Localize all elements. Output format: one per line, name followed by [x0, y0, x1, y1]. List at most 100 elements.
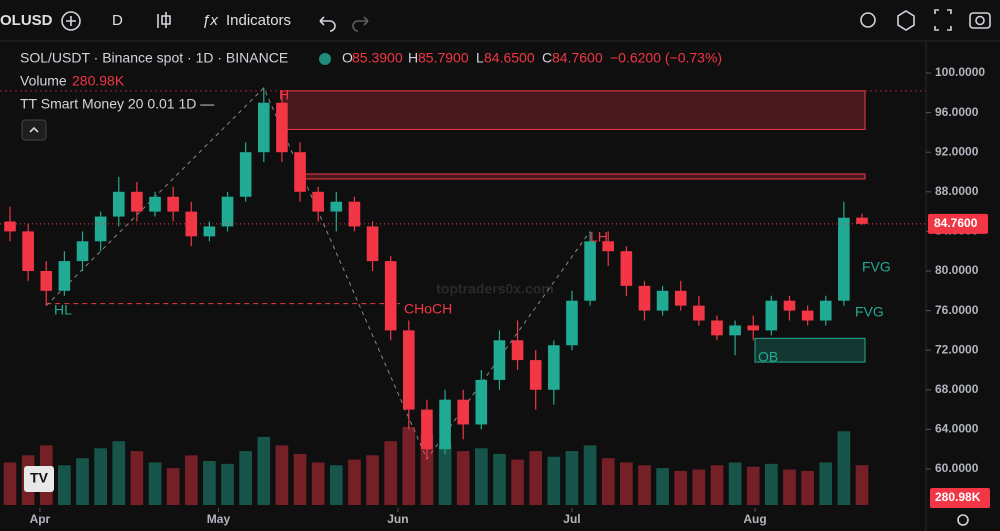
candle-body [149, 196, 161, 212]
y-tick-label: 68.0000 [935, 382, 979, 396]
y-tick-label: 100.0000 [935, 65, 985, 79]
interval[interactable]: D [112, 12, 123, 29]
volume-bar [384, 441, 398, 505]
alert-icon[interactable] [860, 12, 876, 28]
candle-body [203, 226, 216, 237]
volume-bar [130, 451, 144, 505]
candle-body [58, 261, 71, 291]
candle-body [4, 221, 16, 232]
chart-type-icon[interactable] [157, 12, 171, 28]
volume-bar [746, 466, 760, 505]
y-tick-label: 60.0000 [935, 461, 979, 475]
tv-logo [24, 466, 54, 492]
candle-body [856, 217, 868, 224]
settings-icon[interactable] [897, 10, 915, 31]
candle-body [94, 216, 107, 242]
redo-icon[interactable] [352, 16, 369, 32]
candle-body [185, 211, 198, 237]
snapshot-lens [975, 15, 985, 26]
indicators-button[interactable]: Indicators [226, 12, 291, 29]
volume-bar [511, 459, 524, 505]
symbol[interactable]: OLUSD [0, 12, 53, 29]
indicator-label: TT Smart Money 20 0.01 1D — [20, 96, 214, 112]
x-tick-label: Jun [387, 512, 408, 526]
volume-bar [493, 453, 506, 505]
volume-bar [184, 455, 198, 505]
annotation: H [279, 87, 289, 103]
volume-bar [456, 451, 470, 505]
candle-body [403, 330, 415, 410]
volume-bar [311, 462, 325, 505]
candle-body [167, 196, 179, 212]
volume-bar [275, 445, 289, 505]
volume-bar [239, 451, 253, 505]
candle-body [529, 360, 542, 390]
volume-bar [601, 458, 615, 505]
collapse-button[interactable] [21, 119, 47, 141]
volume-bar [148, 462, 162, 505]
fullscreen-icon[interactable] [934, 9, 952, 31]
annotation: OB [758, 349, 778, 365]
volume-bar [656, 468, 669, 505]
legend-h-label: H [408, 50, 418, 66]
candle-body [838, 217, 850, 301]
candle-body [747, 325, 760, 331]
volume-bar [420, 434, 434, 505]
volume-bar [619, 462, 633, 505]
volume-bar [438, 445, 452, 505]
volume-bar [529, 451, 543, 505]
candle-body [584, 241, 596, 301]
last-price-label: 84.7600 [934, 216, 978, 230]
status-dot [319, 53, 331, 65]
annotation: FVG [862, 259, 891, 275]
volume-bar [3, 462, 17, 505]
candle-body [239, 152, 252, 197]
candle-body [693, 305, 705, 321]
add-symbol-icon[interactable] [61, 11, 81, 31]
axis-settings-icon[interactable] [957, 514, 969, 526]
volume-bar [583, 445, 597, 505]
legend-o-label: O [342, 50, 353, 66]
volume-bar [837, 431, 851, 505]
volume-bar [565, 451, 579, 505]
undo-icon[interactable] [319, 16, 336, 32]
volume-bar [783, 469, 796, 505]
volume-bar [474, 448, 488, 505]
legend-c-label: C [542, 50, 552, 66]
volume-bar [112, 441, 126, 505]
candle-body [819, 300, 832, 321]
y-tick-label: 64.0000 [935, 422, 979, 436]
candle-body [511, 340, 524, 361]
volume-tag-label: 280.98K [935, 490, 981, 504]
candle-body [131, 191, 143, 212]
legend-l-label: L [476, 50, 484, 66]
volume-bar [203, 461, 216, 505]
candle-body [76, 241, 89, 262]
y-tick-label: 72.0000 [935, 342, 979, 356]
volume-bar [293, 453, 307, 505]
candle-body [656, 290, 669, 311]
volume-bar [819, 462, 833, 505]
candle-body [221, 196, 234, 227]
y-tick-label: 76.0000 [935, 303, 979, 317]
candle-body [421, 409, 433, 450]
candle-body [384, 261, 397, 331]
volume-value: 280.98K [72, 73, 125, 89]
fx-icon[interactable]: ƒx [202, 12, 218, 29]
x-tick-label: Aug [743, 512, 766, 526]
volume-bar [166, 468, 180, 505]
candle-body [475, 379, 488, 425]
volume-bar [801, 470, 814, 505]
candle-body [729, 325, 741, 336]
candle-body [783, 300, 796, 311]
candle-body [366, 226, 379, 262]
volume-bar [366, 455, 379, 505]
legend-h: 85.7900 [418, 50, 469, 66]
annotation: CHoCH [404, 301, 452, 317]
snapshot-icon[interactable] [969, 12, 991, 29]
volume-tag [930, 488, 990, 508]
candle-body [457, 399, 469, 425]
volume-bar [402, 427, 416, 505]
